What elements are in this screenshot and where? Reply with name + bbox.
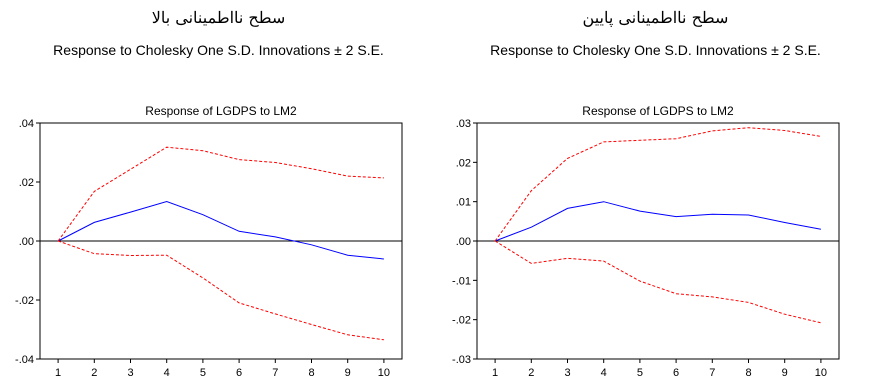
x-tick-label: 5 [637,367,643,379]
y-tick-label: -.03 [452,354,471,366]
x-tick-label: 6 [236,367,242,379]
x-tick-label: 4 [601,367,607,379]
x-tick-label: 3 [564,367,570,379]
x-tick-label: 5 [200,367,206,379]
x-tick-label: 1 [55,367,61,379]
y-tick-label: .00 [456,236,471,248]
x-tick-label: 7 [272,367,278,379]
x-tick-label: 9 [782,367,788,379]
x-tick-label: 2 [91,367,97,379]
right-panel: سطح نااطمینانی پایین Response to Cholesk… [437,0,874,383]
response-line [57,200,384,260]
x-tick-label: 8 [745,367,751,379]
y-tick-label: -.02 [452,315,471,327]
x-tick-label: 9 [345,367,351,379]
x-tick-label: 2 [528,367,534,379]
x-tick-label: 3 [127,367,133,379]
lower-band-line [494,240,822,324]
panel-heading-english: Response to Cholesky One S.D. Innovation… [490,42,821,58]
x-tick-label: 4 [164,367,170,379]
response-line [494,201,821,242]
x-tick-label: 6 [673,367,679,379]
x-tick-label: 1 [492,367,498,379]
upper-band-line [57,146,384,242]
x-tick-label: 7 [709,367,715,379]
lower-band-line [57,240,384,341]
x-tick-label: 10 [378,367,390,379]
chart-title: Response of LGDPS to LM2 [582,104,734,118]
y-tick-label: .01 [456,197,471,209]
panel-heading-english: Response to Cholesky One S.D. Innovation… [53,42,384,58]
y-tick-label: .02 [19,177,34,189]
y-tick-label: .02 [456,157,471,169]
y-tick-label: -.04 [15,354,34,366]
x-tick-label: 8 [308,367,314,379]
y-tick-label: -.01 [452,275,471,287]
y-tick-label: -.02 [15,295,34,307]
panel-heading-persian: سطح نااطمینانی پایین [582,8,729,27]
y-tick-label: .04 [19,118,34,130]
y-tick-label: .03 [456,118,471,130]
chart-title: Response of LGDPS to LM2 [145,104,297,118]
upper-band-line [494,127,821,242]
panel-heading-persian: سطح نااطمینانی بالا [151,8,286,27]
left-panel: سطح نااطمینانی بالا Response to Cholesky… [53,8,384,58]
x-tick-label: 10 [815,367,827,379]
y-tick-label: .00 [19,236,34,248]
